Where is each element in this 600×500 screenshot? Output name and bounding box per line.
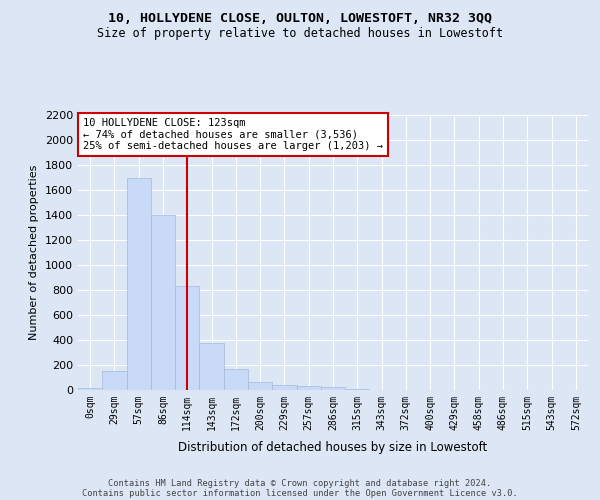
Bar <box>272 385 296 390</box>
Bar <box>321 386 345 390</box>
Bar <box>151 215 175 390</box>
Bar <box>248 382 272 390</box>
Text: Contains public sector information licensed under the Open Government Licence v3: Contains public sector information licen… <box>82 488 518 498</box>
Bar <box>224 370 248 390</box>
Y-axis label: Number of detached properties: Number of detached properties <box>29 165 40 340</box>
Bar <box>78 388 102 390</box>
Text: 10 HOLLYDENE CLOSE: 123sqm
← 74% of detached houses are smaller (3,536)
25% of s: 10 HOLLYDENE CLOSE: 123sqm ← 74% of deta… <box>83 118 383 151</box>
Bar <box>102 370 127 390</box>
Text: Distribution of detached houses by size in Lowestoft: Distribution of detached houses by size … <box>178 441 488 454</box>
Bar <box>127 178 151 390</box>
Bar <box>199 342 224 390</box>
Bar <box>296 386 321 390</box>
Text: Contains HM Land Registry data © Crown copyright and database right 2024.: Contains HM Land Registry data © Crown c… <box>109 478 491 488</box>
Text: 10, HOLLYDENE CLOSE, OULTON, LOWESTOFT, NR32 3QQ: 10, HOLLYDENE CLOSE, OULTON, LOWESTOFT, … <box>108 12 492 26</box>
Bar <box>175 286 199 390</box>
Text: Size of property relative to detached houses in Lowestoft: Size of property relative to detached ho… <box>97 28 503 40</box>
